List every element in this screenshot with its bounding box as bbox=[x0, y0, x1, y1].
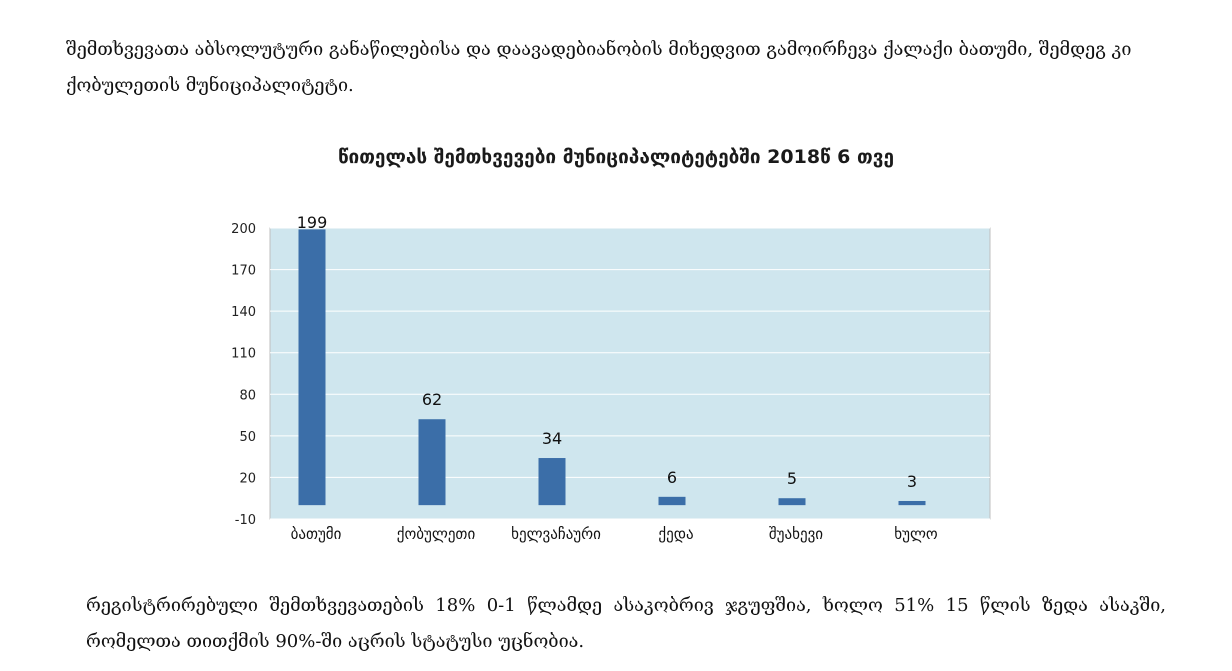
data-label: 3 bbox=[907, 472, 917, 491]
y-tick-label: 200 bbox=[231, 222, 256, 237]
paragraph-bottom: რეგისტრირებული შემთხვევათების 18% 0-1 წლ… bbox=[86, 595, 1166, 652]
data-labels: 199 62 34 6 5 3 bbox=[297, 213, 917, 491]
y-tick-label: 140 bbox=[231, 305, 256, 320]
data-label: 6 bbox=[667, 468, 677, 487]
x-axis-categories: ბათუმი ქობულეთი ხელვაჩაური ქედა შუახევი ხულო bbox=[291, 525, 938, 543]
chart-title: წითელას შემთხვევები მუნიციპალიტეტებში 20… bbox=[337, 146, 894, 168]
category-label: ქედა bbox=[658, 525, 693, 543]
data-label: 62 bbox=[422, 390, 442, 409]
data-label: 34 bbox=[542, 429, 562, 448]
y-tick-label: 110 bbox=[231, 347, 256, 362]
bar bbox=[418, 419, 446, 506]
category-label: შუახევი bbox=[769, 525, 823, 543]
bar bbox=[898, 500, 926, 506]
bar bbox=[298, 229, 326, 506]
bars bbox=[298, 229, 926, 506]
y-tick-label: 80 bbox=[239, 388, 256, 403]
bar bbox=[538, 458, 566, 506]
category-label: ბათუმი bbox=[291, 525, 342, 543]
bar bbox=[778, 498, 806, 506]
bar bbox=[658, 496, 686, 506]
gridlines bbox=[270, 227, 990, 520]
plot-area bbox=[269, 227, 991, 520]
paragraph-top: შემთხვევათა აბსოლუტური განაწილებისა და დ… bbox=[66, 39, 1132, 96]
category-label: ხულო bbox=[894, 525, 938, 543]
data-label: 199 bbox=[297, 213, 328, 232]
data-label: 5 bbox=[787, 469, 797, 488]
category-label: ხელვაჩაური bbox=[511, 525, 601, 543]
y-axis-ticks: -10 20 50 80 110 140 170 200 bbox=[231, 222, 256, 528]
y-tick-label: 20 bbox=[239, 471, 256, 486]
y-tick-label: 170 bbox=[231, 264, 256, 279]
y-tick-label: -10 bbox=[235, 513, 256, 528]
y-tick-label: 50 bbox=[239, 430, 256, 445]
category-label: ქობულეთი bbox=[397, 525, 476, 543]
